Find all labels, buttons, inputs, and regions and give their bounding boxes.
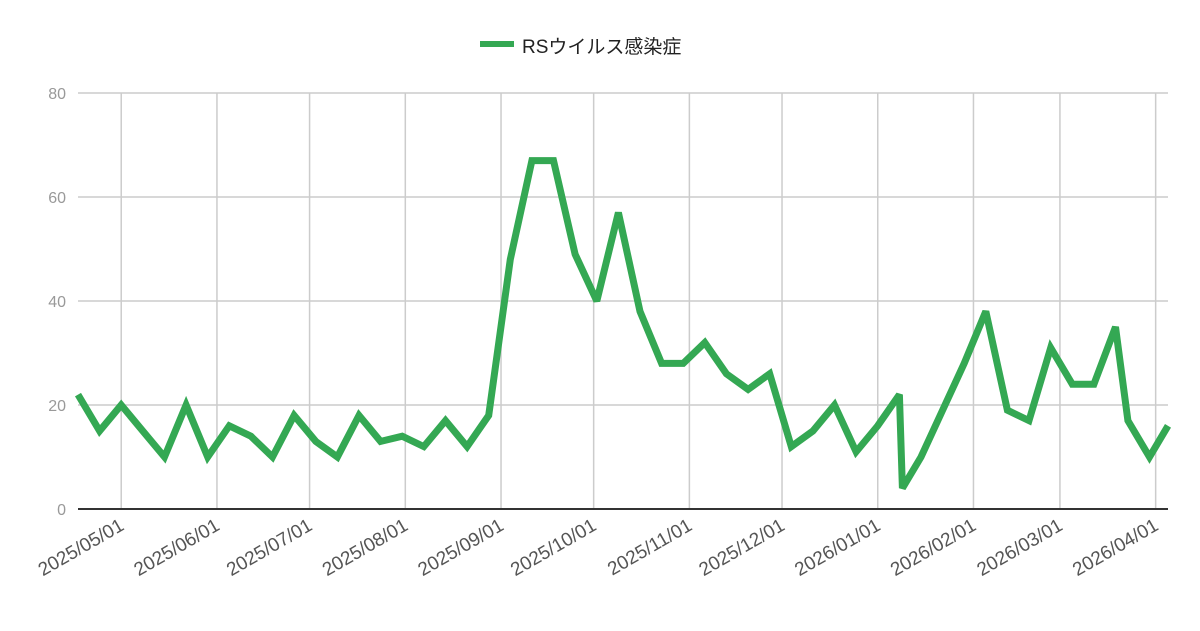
x-tick-label: 2025/08/01 [319,515,412,581]
y-tick-label: 60 [48,190,66,207]
x-tick-label: 2026/04/01 [1069,515,1162,581]
legend[interactable]: RSウイルス感染症 [480,36,681,58]
x-tick-label: 2025/06/01 [131,515,224,581]
x-tick-label: 2026/02/01 [887,515,980,581]
x-tick-label: 2025/11/01 [604,515,696,580]
x-tick-label: 2025/10/01 [507,515,600,581]
x-tick-label: 2025/07/01 [223,515,316,581]
series-line [74,157,1172,490]
x-tick-label: 2026/03/01 [974,515,1067,581]
y-tick-label: 20 [48,398,66,415]
x-tick-label: 2025/09/01 [415,515,508,581]
y-tick-label: 0 [57,502,66,519]
x-tick-label: 2025/05/01 [35,515,128,581]
y-tick-label: 80 [48,86,66,103]
x-tick-label: 2026/01/01 [791,515,884,581]
y-tick-label: 40 [48,294,66,311]
legend-label: RSウイルス感染症 [522,36,681,58]
legend-swatch [480,41,514,47]
x-tick-label: 2025/12/01 [696,515,789,581]
